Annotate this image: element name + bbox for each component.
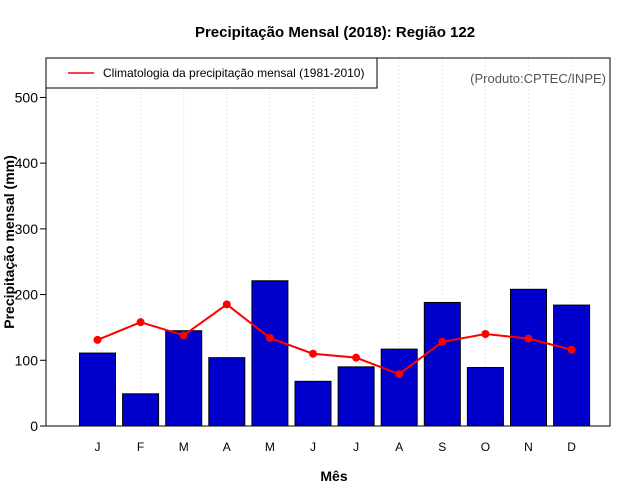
y-axis: 0 100 200 300 400 500 <box>15 89 46 434</box>
y-tick-label: 300 <box>15 221 39 237</box>
bar <box>79 352 116 427</box>
x-tick-label: N <box>524 440 533 454</box>
y-tick-label: 200 <box>15 287 39 303</box>
climatology-point <box>395 370 404 379</box>
y-tick-label: 0 <box>30 418 38 434</box>
x-tick-label: M <box>265 440 275 454</box>
x-tick-label: A <box>395 440 403 454</box>
bar <box>380 348 418 427</box>
x-tick-label: O <box>481 440 490 454</box>
climatology-point <box>524 334 533 343</box>
bars <box>79 280 591 427</box>
bar <box>208 357 246 427</box>
climatology-point <box>222 300 231 309</box>
climatology-point <box>309 349 317 358</box>
x-tick-label: D <box>567 440 576 454</box>
bar <box>466 367 504 427</box>
climatology-point <box>93 335 102 344</box>
climatology-point <box>136 318 145 327</box>
x-tick-label: S <box>438 440 446 454</box>
x-tick-label: A <box>223 440 231 454</box>
climatology-point <box>352 353 361 362</box>
y-axis-label: Precipitação mensal (mm) <box>1 155 17 329</box>
bar <box>122 393 160 427</box>
chart-title: Precipitação Mensal (2018): Região 122 <box>195 24 475 41</box>
x-tick-label: J <box>353 440 359 454</box>
legend-label: Climatologia da precipitação mensal (198… <box>103 66 364 80</box>
grid-lines <box>97 58 573 426</box>
climatology-polyline <box>97 303 572 376</box>
y-tick-label: 400 <box>15 155 39 171</box>
legend: Climatologia da precipitação mensal (198… <box>45 57 378 89</box>
x-tick-label: F <box>137 440 144 454</box>
x-tick-label: M <box>179 440 189 454</box>
climatology-point <box>438 337 447 346</box>
bar <box>423 301 461 427</box>
climatology-point <box>179 331 188 340</box>
y-tick-label: 100 <box>15 352 39 368</box>
climatology-point <box>265 333 274 342</box>
bar <box>510 288 547 427</box>
x-tick-label: J <box>310 440 316 454</box>
x-tick-label: J <box>95 440 101 454</box>
legend-box <box>45 57 378 89</box>
bar <box>337 366 375 427</box>
climatology-point <box>567 345 576 354</box>
credit-text: (Produto:CPTEC/INPE) <box>470 71 606 86</box>
bar <box>165 330 203 427</box>
x-axis-label: Mês <box>320 468 347 484</box>
climatology-line <box>93 300 576 379</box>
climatology-point <box>481 330 490 338</box>
y-tick-label: 500 <box>15 89 39 105</box>
bar <box>294 380 332 427</box>
bar <box>553 304 591 427</box>
bar <box>251 280 289 427</box>
